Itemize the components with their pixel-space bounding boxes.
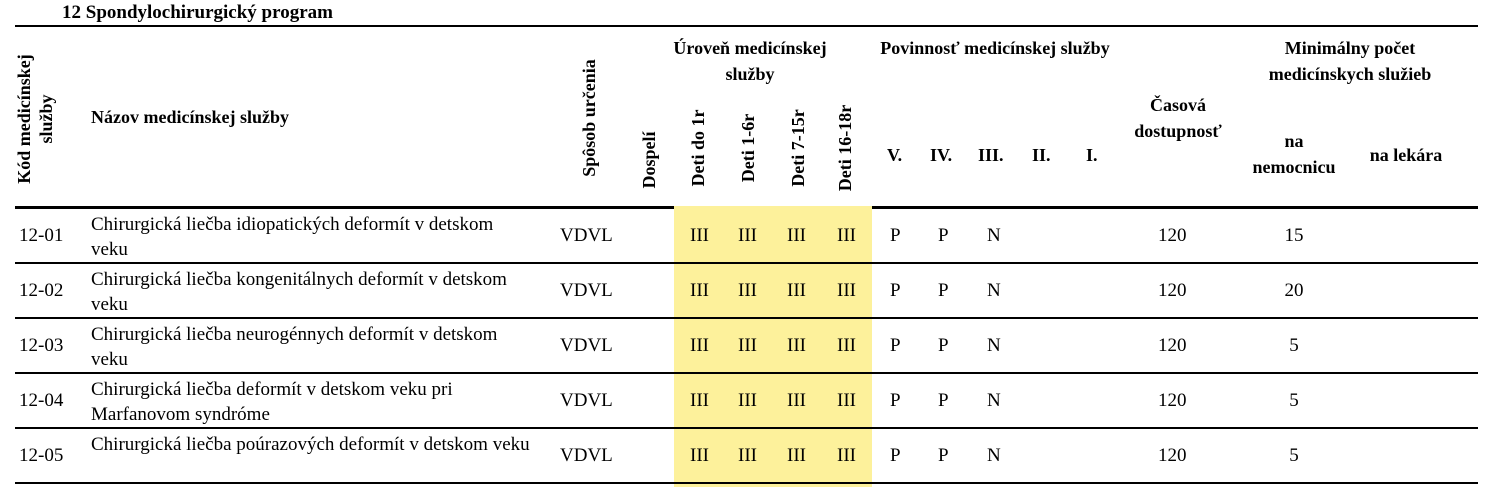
row-nemocnica: 5 — [1289, 444, 1299, 466]
row-deti-value: III — [690, 224, 709, 246]
row-kod: 12-04 — [19, 389, 64, 411]
row-deti-value: III — [787, 224, 806, 246]
row-casova: 120 — [1158, 389, 1187, 411]
row-rule — [15, 482, 1478, 484]
row-povinnost-value: P — [890, 279, 901, 301]
row-casova: 120 — [1158, 334, 1187, 356]
row-povinnost-value: N — [987, 334, 1001, 356]
row-deti-value: III — [837, 279, 856, 301]
header-deti-1-6r: Deti 1-6r — [738, 113, 758, 183]
row-rule — [15, 317, 1478, 319]
row-rule — [15, 427, 1478, 429]
row-casova: 120 — [1158, 279, 1187, 301]
row-povinnost-value: P — [938, 389, 949, 411]
row-nemocnica: 5 — [1289, 389, 1299, 411]
row-casova: 120 — [1158, 444, 1187, 466]
header-deti-16-18r: Deti 16-18r — [835, 104, 855, 192]
header-deti-7-15r: Deti 7-15r — [788, 109, 808, 187]
row-nazov: Chirurgická liečba deformít v detskom ve… — [91, 379, 453, 425]
pov-level-v: V. — [887, 145, 903, 165]
header-na-nemocnicu: na nemocnicu — [1252, 131, 1336, 177]
row-deti-value: III — [738, 444, 757, 466]
row-deti-value: III — [690, 279, 709, 301]
pov-level-i: I. — [1086, 145, 1098, 165]
row-deti-value: III — [787, 444, 806, 466]
row-deti-value: III — [738, 279, 757, 301]
row-deti-value: III — [837, 224, 856, 246]
header-povinnost: Povinnosť medicínskej služby — [880, 38, 1110, 58]
row-kod: 12-02 — [19, 279, 64, 301]
row-povinnost-value: P — [890, 334, 901, 356]
header-na-lekara: na lekára — [1369, 145, 1443, 165]
row-povinnost-value: P — [890, 224, 901, 246]
row-sposob: VDVL — [560, 334, 613, 356]
row-kod: 12-05 — [19, 444, 64, 466]
header-kod: Kód medicínskej služby — [14, 54, 56, 184]
row-nazov: Chirurgická liečba poúrazových deformít … — [91, 434, 530, 455]
row-nazov: Chirurgická liečba kongenitálnych deform… — [91, 269, 507, 315]
row-nemocnica: 5 — [1289, 334, 1299, 356]
pov-level-ii: II. — [1032, 145, 1051, 165]
row-kod: 12-01 — [19, 224, 64, 246]
row-nazov: Chirurgická liečba idiopatických deformí… — [91, 214, 494, 260]
row-povinnost-value: P — [938, 444, 949, 466]
row-deti-value: III — [690, 334, 709, 356]
row-deti-value: III — [837, 444, 856, 466]
row-povinnost-value: N — [987, 224, 1001, 246]
header-deti-do-1r: Deti do 1r — [688, 109, 708, 187]
table-top-rule — [15, 25, 1478, 27]
row-deti-value: III — [738, 389, 757, 411]
row-povinnost-value: P — [890, 444, 901, 466]
row-povinnost-value: P — [890, 389, 901, 411]
deti-highlight-band — [674, 206, 872, 487]
header-minimalny: Minimálny počet medicínskych služieb — [1268, 38, 1432, 84]
row-povinnost-value: P — [938, 334, 949, 356]
row-deti-value: III — [787, 334, 806, 356]
row-sposob: VDVL — [560, 444, 613, 466]
row-povinnost-value: N — [987, 444, 1001, 466]
header-uroven: Úroveň medicínskej služby — [673, 38, 827, 84]
header-casova: Časová dostupnosť — [1134, 95, 1222, 141]
row-casova: 120 — [1158, 224, 1187, 246]
header-dospeli: Dospelí — [639, 131, 659, 189]
row-deti-value: III — [738, 224, 757, 246]
row-povinnost-value: P — [938, 224, 949, 246]
section-title: 12 Spondylochirurgický program — [62, 2, 333, 23]
row-deti-value: III — [690, 389, 709, 411]
pov-level-iv: IV. — [930, 145, 953, 165]
header-nazov: Názov medicínskej služby — [91, 107, 289, 127]
row-rule — [15, 262, 1478, 264]
row-kod: 12-03 — [19, 334, 64, 356]
row-sposob: VDVL — [560, 389, 613, 411]
row-povinnost-value: P — [938, 279, 949, 301]
row-rule — [15, 372, 1478, 374]
row-deti-value: III — [837, 334, 856, 356]
row-nemocnica: 15 — [1284, 224, 1304, 246]
row-deti-value: III — [787, 279, 806, 301]
row-sposob: VDVL — [560, 224, 613, 246]
row-deti-value: III — [690, 444, 709, 466]
row-deti-value: III — [837, 389, 856, 411]
row-nazov: Chirurgická liečba neurogénnych deformít… — [91, 324, 498, 370]
row-nemocnica: 20 — [1284, 279, 1304, 301]
row-deti-value: III — [738, 334, 757, 356]
header-sposob: Spôsob určenia — [579, 59, 599, 177]
row-povinnost-value: N — [987, 279, 1001, 301]
pov-level-iii: III. — [978, 145, 1004, 165]
row-deti-value: III — [787, 389, 806, 411]
row-sposob: VDVL — [560, 279, 613, 301]
row-povinnost-value: N — [987, 389, 1001, 411]
